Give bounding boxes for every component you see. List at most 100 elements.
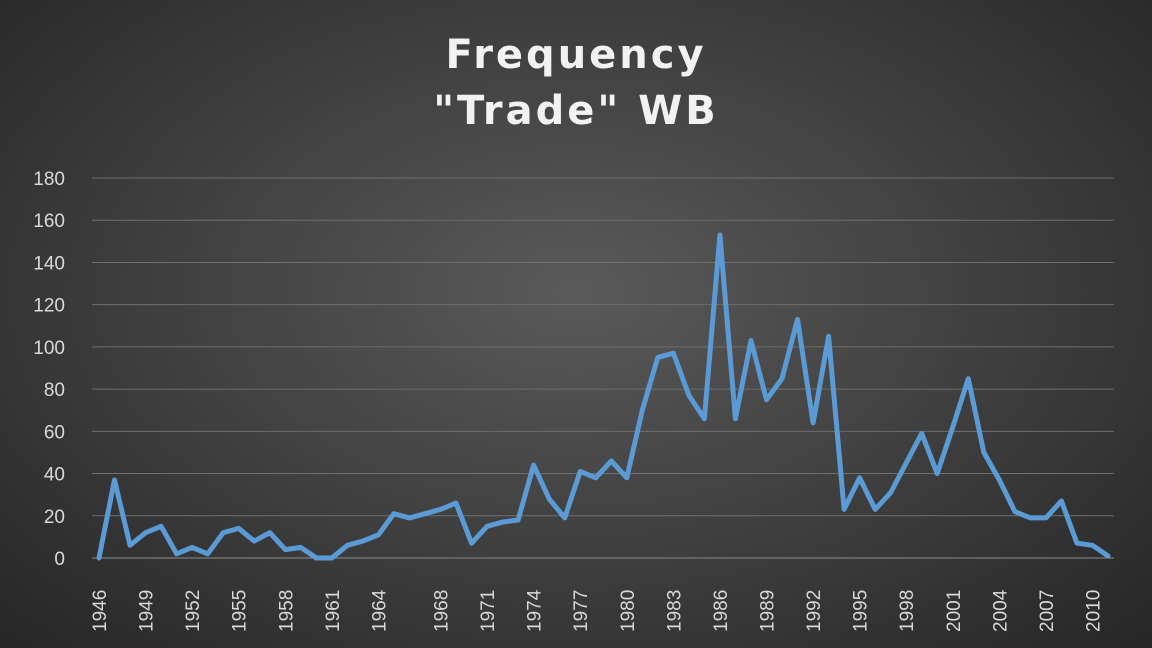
data-point	[190, 545, 195, 550]
data-point	[780, 376, 785, 381]
data-point	[531, 463, 536, 468]
data-point	[748, 338, 753, 343]
x-tick-label: 1971	[478, 590, 499, 632]
x-tick-label: 1952	[183, 590, 204, 632]
data-point	[252, 539, 257, 544]
data-point	[174, 551, 179, 556]
data-point	[516, 518, 521, 523]
x-tick-label: 1949	[137, 590, 158, 632]
data-point	[593, 475, 598, 480]
data-point	[97, 556, 102, 561]
x-tick-label: 1958	[276, 590, 297, 632]
data-point	[717, 233, 722, 238]
data-point	[950, 425, 955, 430]
data-point	[578, 469, 583, 474]
x-tick-label: 1946	[90, 590, 111, 632]
data-point	[733, 416, 738, 421]
data-point	[702, 416, 707, 421]
data-point	[422, 511, 427, 516]
y-tick-label: 40	[44, 465, 65, 486]
data-point	[981, 450, 986, 455]
data-point	[298, 545, 303, 550]
y-tick-label: 20	[44, 507, 65, 528]
data-point	[764, 397, 769, 402]
x-tick-label: 1968	[432, 590, 453, 632]
y-tick-label: 100	[33, 338, 65, 359]
data-point	[686, 393, 691, 398]
x-tick-label: 1980	[618, 590, 639, 632]
data-point	[112, 477, 117, 482]
chart-subtitle: "Trade" WB	[433, 88, 719, 134]
data-point	[500, 520, 505, 525]
y-tick-label: 160	[33, 211, 65, 232]
data-point	[267, 530, 272, 535]
data-point	[562, 515, 567, 520]
data-point	[1012, 509, 1017, 514]
data-point	[655, 355, 660, 360]
data-point	[469, 541, 474, 546]
x-tick-label: 1964	[369, 589, 390, 632]
data-point	[671, 351, 676, 356]
data-point	[1043, 515, 1048, 520]
x-tick-label: 1983	[664, 590, 685, 632]
data-point	[1059, 499, 1064, 504]
data-point	[391, 511, 396, 516]
data-point	[904, 461, 909, 466]
x-tick-label: 2007	[1037, 590, 1058, 632]
data-point	[143, 530, 148, 535]
data-point	[547, 496, 552, 501]
x-tick-label: 1992	[804, 590, 825, 632]
data-point	[314, 556, 319, 561]
y-tick-label: 140	[33, 253, 65, 274]
x-tick-label: 1961	[323, 590, 344, 632]
data-point	[997, 477, 1002, 482]
data-point	[221, 530, 226, 535]
data-point	[159, 524, 164, 529]
y-tick-label: 0	[54, 549, 65, 570]
data-point	[454, 501, 459, 506]
x-tick-label: 2001	[944, 590, 965, 632]
data-point	[438, 507, 443, 512]
data-point	[205, 551, 210, 556]
data-point	[485, 524, 490, 529]
data-point	[811, 420, 816, 425]
data-point	[935, 471, 940, 476]
y-tick-label: 80	[44, 380, 65, 401]
y-tick-label: 60	[44, 422, 65, 443]
data-point	[329, 556, 334, 561]
x-tick-label: 1995	[851, 590, 872, 632]
data-point	[1074, 541, 1079, 546]
data-point	[407, 515, 412, 520]
data-point	[919, 431, 924, 436]
x-tick-label: 1977	[571, 590, 592, 632]
data-point	[624, 475, 629, 480]
x-tick-label: 2004	[990, 589, 1011, 632]
data-point	[345, 543, 350, 548]
data-point	[283, 547, 288, 552]
data-point	[1028, 515, 1033, 520]
data-point	[795, 317, 800, 322]
x-tick-label: 2010	[1083, 590, 1104, 632]
data-point	[888, 490, 893, 495]
y-tick-label: 180	[33, 169, 65, 190]
y-tick-label: 120	[33, 296, 65, 317]
data-point	[826, 334, 831, 339]
x-tick-label: 1986	[711, 590, 732, 632]
data-point	[873, 507, 878, 512]
data-point	[842, 507, 847, 512]
x-tick-label: 1998	[897, 590, 918, 632]
data-point	[236, 526, 241, 531]
data-point	[640, 408, 645, 413]
data-point	[1090, 543, 1095, 548]
data-point	[857, 475, 862, 480]
data-point	[609, 458, 614, 463]
x-tick-label: 1955	[230, 590, 251, 632]
x-tick-label: 1974	[525, 589, 546, 632]
data-point	[376, 532, 381, 537]
data-point	[360, 539, 365, 544]
data-point	[1106, 553, 1111, 558]
data-point	[128, 543, 133, 548]
x-tick-label: 1989	[757, 590, 778, 632]
